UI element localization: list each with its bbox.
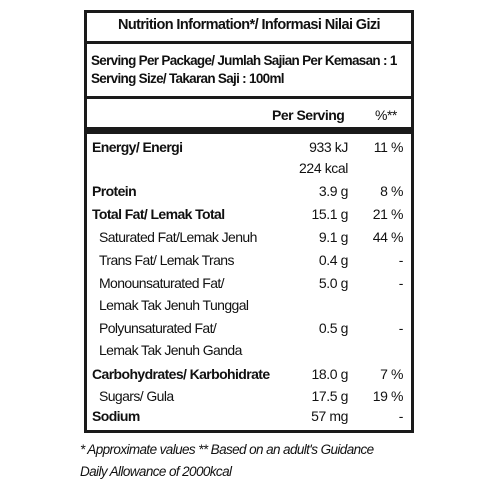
nutrient-value: 0.5 g xyxy=(318,320,349,336)
nutrient-percent: - xyxy=(398,408,404,424)
panel-title: Nutrition Information*/ Informasi Nilai … xyxy=(117,17,381,33)
nutrient-name: Protein xyxy=(92,183,137,199)
nutrient-percent: 19 % xyxy=(372,388,404,404)
nutrient-value: 57 mg xyxy=(311,408,348,424)
nutrient-percent: 8 % xyxy=(380,183,403,199)
serving-size: Serving Size/ Takaran Saji : 100ml xyxy=(91,71,285,86)
nutrient-name-continued: Lemak Tak Jenuh Tunggal xyxy=(99,297,249,313)
nutrient-percent: - xyxy=(398,252,404,268)
nutrient-value: 3.9 g xyxy=(318,183,349,199)
footnote-line-1: * Approximate values ** Based on an adul… xyxy=(80,442,374,457)
nutrient-percent: 7 % xyxy=(380,366,403,382)
nutrient-name-continued: Lemak Tak Jenuh Ganda xyxy=(99,342,242,358)
nutrient-value: 5.0 g xyxy=(318,275,349,291)
per-serving-header: Per Serving xyxy=(272,107,345,123)
divider xyxy=(87,96,411,99)
nutrient-percent: 21 % xyxy=(372,206,404,222)
nutrient-name: Sodium xyxy=(92,408,140,424)
nutrient-value: 9.1 g xyxy=(318,229,349,245)
divider xyxy=(87,41,411,44)
nutrient-name: Total Fat/ Lemak Total xyxy=(92,206,225,222)
nutrient-name: Carbohydrates/ Karbohidrate xyxy=(92,366,270,382)
nutrient-name: Monounsaturated Fat/ xyxy=(99,275,225,291)
nutrient-name: Saturated Fat/Lemak Jenuh xyxy=(99,229,257,245)
nutrient-value: 18.0 g xyxy=(311,366,348,382)
percent-header: %** xyxy=(375,107,397,123)
nutrient-name: Energy/ Energi xyxy=(92,139,183,155)
nutrient-name: Trans Fat/ Lemak Trans xyxy=(99,252,234,268)
nutrient-value: 15.1 g xyxy=(311,206,348,222)
nutrient-value-secondary: 224 kcal xyxy=(299,160,348,176)
nutrient-name: Sugars/ Gula xyxy=(99,388,174,404)
nutrient-percent: - xyxy=(398,320,404,336)
serving-per-package: Serving Per Package/ Jumlah Sajian Per K… xyxy=(91,53,397,68)
nutrient-value: 0.4 g xyxy=(318,252,349,268)
nutrient-percent: - xyxy=(398,275,404,291)
thick-divider xyxy=(87,127,411,134)
nutrient-percent: 11 % xyxy=(373,139,404,155)
nutrition-panel: Nutrition Information*/ Informasi Nilai … xyxy=(84,10,414,433)
nutrient-name: Polyunsaturated Fat/ xyxy=(99,320,217,336)
footnote-line-2: Daily Allowance of 2000kcal xyxy=(80,464,232,479)
nutrient-value: 933 kJ xyxy=(309,139,348,155)
nutrient-value: 17.5 g xyxy=(311,388,348,404)
nutrient-percent: 44 % xyxy=(372,229,404,245)
